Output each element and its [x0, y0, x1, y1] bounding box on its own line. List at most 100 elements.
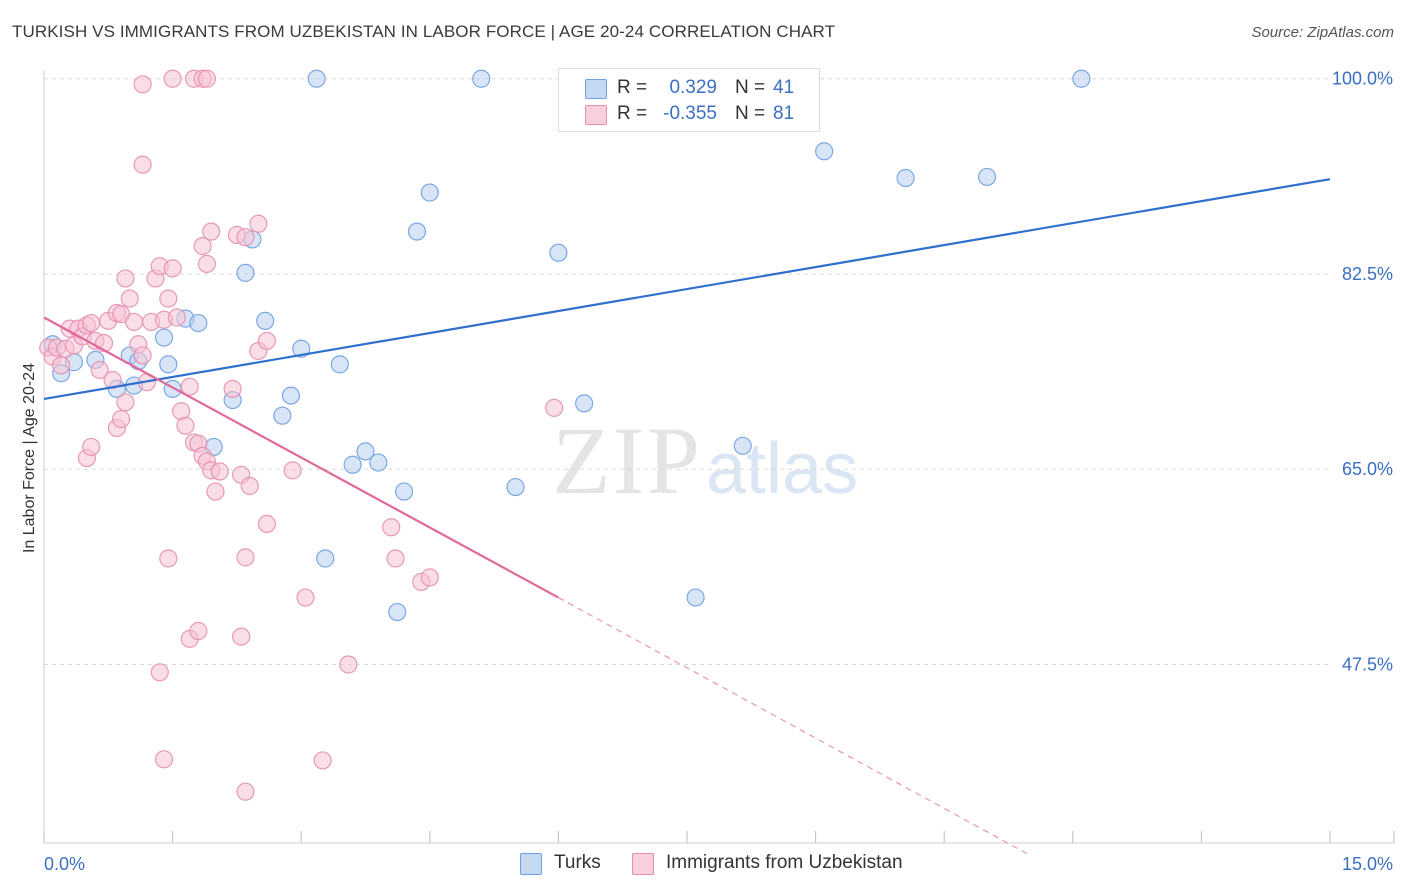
- turks-point-21: [316, 549, 335, 568]
- gridlines: [44, 78, 1330, 665]
- uzbekistan-point-40: [133, 155, 152, 174]
- turks-point-29: [420, 183, 439, 202]
- turks-point-33: [549, 243, 568, 262]
- turks-point-15: [236, 263, 255, 282]
- turks-point-19: [281, 386, 301, 405]
- uzbekistan-point-22: [133, 346, 152, 365]
- chart-title: TURKISH VS IMMIGRANTS FROM UZBEKISTAN IN…: [12, 22, 836, 41]
- chart-source: Source: ZipAtlas.com: [1251, 24, 1394, 41]
- turks-point-40: [1072, 69, 1091, 88]
- bottom-legend-swatch-uzbekistan: [632, 853, 654, 875]
- uzbekistan-point-12: [90, 360, 109, 380]
- turks-point-9: [163, 379, 182, 399]
- uzbekistan-point-46: [193, 236, 212, 256]
- uzbekistan-point-75: [545, 398, 564, 417]
- uzbekistan-point-42: [163, 69, 182, 88]
- uzbekistan-point-77: [82, 437, 101, 457]
- legend-r-value-uzbekistan: -0.355: [663, 103, 717, 124]
- uzbekistan-point-45: [197, 69, 216, 88]
- turks-point-26: [388, 602, 407, 622]
- uzbekistan-trend-line-extension: [558, 597, 1031, 856]
- uzbekistan-point-74: [420, 568, 439, 587]
- turks-point-31: [472, 69, 491, 88]
- trend-lines: [43, 178, 1331, 856]
- axes: [43, 70, 1395, 844]
- uzbekistan-point-57: [240, 476, 259, 496]
- turks-point-17: [256, 311, 275, 330]
- uzbekistan-point-48: [202, 222, 221, 241]
- legend-n-value-turks: 41: [773, 77, 795, 98]
- uzbekistan-point-3: [52, 356, 71, 375]
- turks-point-22: [330, 355, 349, 374]
- uzbekistan-point-66: [339, 655, 358, 674]
- uzbekistan-point-68: [313, 751, 332, 770]
- y-tick-label-2: 65.0%: [1342, 459, 1393, 479]
- uzbekistan-point-61: [236, 548, 255, 567]
- legend-n-label: N =: [735, 103, 766, 124]
- uzbekistan-point-55: [210, 462, 229, 481]
- uzbekistan-point-54: [223, 379, 242, 399]
- uzbekistan-point-19: [120, 289, 139, 308]
- watermark: ZIPatlas: [552, 405, 858, 516]
- uzbekistan-point-53: [257, 331, 277, 351]
- turks-point-27: [394, 482, 414, 501]
- turks-point-24: [356, 442, 375, 461]
- uzbekistan-point-47: [197, 254, 216, 274]
- uzbekistan-point-63: [189, 621, 208, 641]
- turks-point-18: [273, 406, 292, 425]
- tick-labels: 100.0% 82.5% 65.0% 47.5% 0.0% 15.0%: [44, 69, 1393, 874]
- uzbekistan-point-18: [116, 269, 135, 288]
- bottom-legend-label-turks: Turks: [554, 852, 601, 873]
- uzbekistan-point-65: [150, 663, 169, 682]
- uzbekistan-point-10: [82, 313, 101, 333]
- turks-point-28: [407, 222, 427, 241]
- uzbekistan-point-50: [236, 228, 255, 247]
- uzbekistan-point-15: [103, 370, 122, 390]
- bottom-legend-label-uzbekistan: Immigrants from Uzbekistan: [666, 852, 903, 873]
- uzbekistan-point-30: [167, 308, 186, 327]
- bottom-legend-swatch-turks: [520, 853, 542, 875]
- uzbekistan-point-33: [180, 377, 199, 396]
- series-uzbekistan: [39, 69, 564, 801]
- y-tick-label-3: 47.5%: [1342, 654, 1393, 674]
- turks-point-37: [815, 142, 834, 161]
- uzbekistan-point-41: [133, 75, 152, 94]
- turks-point-39: [977, 167, 997, 187]
- turks-trend-line: [43, 178, 1331, 401]
- legend-box: R = 0.329 N = 41 R = -0.355 N = 81: [558, 68, 820, 132]
- legend-n-value-uzbekistan: 81: [773, 103, 795, 124]
- turks-point-34: [575, 394, 594, 413]
- series-turks: [43, 69, 1091, 622]
- turks-point-20: [292, 339, 311, 358]
- uzbekistan-point-71: [382, 518, 401, 537]
- x-tick-label-max: 15.0%: [1342, 854, 1393, 874]
- x-tick-label-min: 0.0%: [44, 854, 85, 874]
- uzbekistan-point-59: [283, 461, 302, 480]
- legend-r-value-turks: 0.329: [669, 77, 717, 98]
- uzbekistan-point-58: [257, 514, 277, 534]
- legend-r-label: R =: [617, 103, 648, 124]
- uzbekistan-point-69: [236, 782, 255, 801]
- uzbekistan-point-72: [386, 549, 405, 568]
- uzbekistan-point-64: [232, 627, 251, 646]
- legend-swatch-uzbekistan: [585, 105, 607, 125]
- uzbekistan-point-60: [159, 549, 178, 568]
- watermark-zip: ZIP: [552, 407, 702, 514]
- legend-n-label: N =: [735, 77, 766, 98]
- uzbekistan-point-29: [163, 259, 182, 278]
- uzbekistan-point-51: [249, 214, 268, 233]
- turks-point-23: [343, 455, 362, 474]
- turks-point-12: [189, 313, 208, 333]
- turks-point-35: [733, 436, 752, 455]
- uzbekistan-point-67: [154, 750, 174, 769]
- legend-swatch-turks: [585, 79, 607, 99]
- turks-point-36: [686, 588, 705, 607]
- turks-point-32: [506, 477, 525, 497]
- legend-r-label: R =: [617, 77, 648, 98]
- y-tick-label-0: 100.0%: [1332, 69, 1393, 89]
- uzbekistan-point-80: [116, 393, 135, 412]
- uzbekistan-point-39: [206, 482, 225, 501]
- uzbekistan-point-28: [159, 289, 178, 308]
- uzbekistan-point-79: [112, 409, 131, 429]
